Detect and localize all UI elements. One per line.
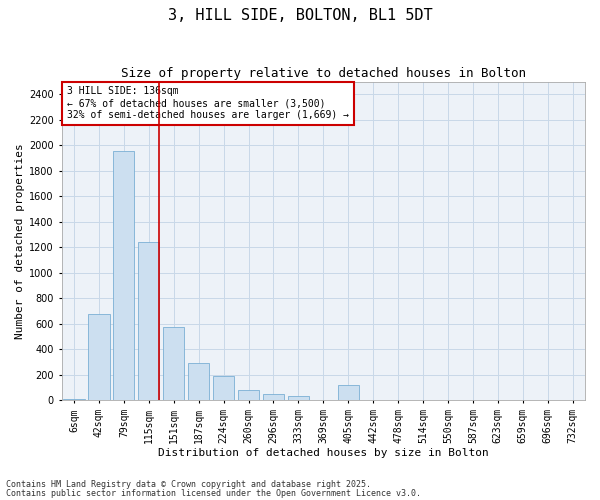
Bar <box>263 394 284 400</box>
X-axis label: Distribution of detached houses by size in Bolton: Distribution of detached houses by size … <box>158 448 488 458</box>
Bar <box>213 376 234 400</box>
Bar <box>288 396 309 400</box>
Text: Contains HM Land Registry data © Crown copyright and database right 2025.: Contains HM Land Registry data © Crown c… <box>6 480 371 489</box>
Bar <box>163 327 184 400</box>
Bar <box>88 314 110 400</box>
Text: 3, HILL SIDE, BOLTON, BL1 5DT: 3, HILL SIDE, BOLTON, BL1 5DT <box>167 8 433 22</box>
Bar <box>338 385 359 400</box>
Bar <box>64 399 85 400</box>
Title: Size of property relative to detached houses in Bolton: Size of property relative to detached ho… <box>121 68 526 80</box>
Bar <box>138 242 160 400</box>
Bar <box>188 364 209 401</box>
Text: Contains public sector information licensed under the Open Government Licence v3: Contains public sector information licen… <box>6 488 421 498</box>
Bar <box>113 150 134 400</box>
Y-axis label: Number of detached properties: Number of detached properties <box>15 143 25 339</box>
Text: 3 HILL SIDE: 136sqm
← 67% of detached houses are smaller (3,500)
32% of semi-det: 3 HILL SIDE: 136sqm ← 67% of detached ho… <box>67 86 349 120</box>
Bar <box>238 390 259 400</box>
